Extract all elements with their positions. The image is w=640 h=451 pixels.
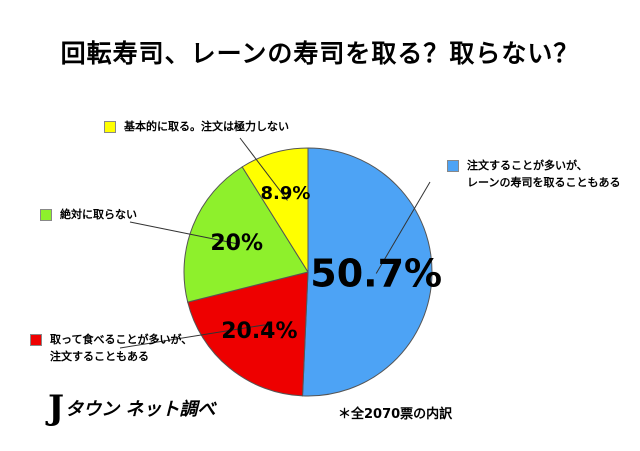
legend-swatch [447,160,459,172]
leader-line [129,221,240,245]
legend-swatch [30,334,42,346]
legend-label: 注文することもある [50,350,149,363]
legend-item-take-mostly: 取って食べることが多いが、 注文することもある [30,331,192,365]
legend-item-never-take: 絶対に取らない [40,206,137,223]
legend-item-basically-take: 基本的に取る。注文は極力しない [104,118,289,135]
leader-line [239,137,288,201]
slice-order-mostly [302,147,433,397]
slice-basically-take [241,147,309,274]
legend-label: レーンの寿司を取ることもある [467,176,621,189]
chart-title: 回転寿司、レーンの寿司を取る？取らない？ [60,39,580,68]
slice-value-label: 50.7% [310,251,442,295]
slice-value-label: 8.9% [260,183,310,204]
slice-value-label: 20.4% [221,319,297,344]
leader-line [119,324,265,349]
legend-label: 絶対に取らない [60,208,137,221]
legend-swatch [104,121,116,133]
legend-swatch [40,209,52,221]
leader-line [375,181,431,274]
legend-label: 取って食べることが多いが、 [50,333,193,346]
slice-take-mostly [187,271,309,397]
legend-label: 基本的に取る。注文は極力しない [124,120,289,133]
brand-text: タウン ネット調べ [65,399,216,420]
slice-value-label: 20% [210,231,263,256]
logo-mark: J [48,388,65,428]
slice-never-take [183,166,309,303]
brand-logo: J タウン ネット調べ [48,388,216,428]
legend-item-order-mostly: 注文することが多いが、 レーンの寿司を取ることもある [447,157,620,191]
legend-label: 注文することが多いが、 [467,159,588,172]
vote-count-note: ＊全2070票の内訳 [338,407,453,422]
